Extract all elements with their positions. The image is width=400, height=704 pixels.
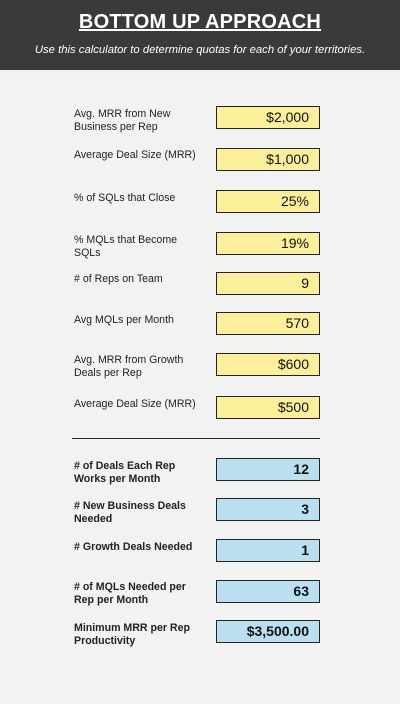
output-growth-deals: 1 xyxy=(216,539,320,562)
input-mrr-new-business[interactable]: $2,000 xyxy=(216,106,320,129)
input-reps-on-team[interactable]: 9 xyxy=(216,272,320,295)
header-banner: BOTTOM UP APPROACH Use this calculator t… xyxy=(0,0,400,70)
input-label-mrr-growth-deals: Avg. MRR from Growth Deals per Rep xyxy=(74,354,184,379)
output-label-deals-per-rep: # of Deals Each Rep Works per Month xyxy=(74,460,176,485)
output-deals-per-rep: 12 xyxy=(216,458,320,481)
output-label-mqls-needed: # of MQLs Needed per Rep per Month xyxy=(74,581,186,606)
input-label-mrr-new-business: Avg. MRR from New Business per Rep xyxy=(74,108,171,133)
input-mrr-growth-deals[interactable]: $600 xyxy=(216,353,320,376)
input-label-avg-mqls-month: Avg MQLs per Month xyxy=(74,314,174,326)
input-label-avg-deal-size-growth: Average Deal Size (MRR) xyxy=(74,398,196,410)
input-label-mql-to-sql-rate: % MQLs that Become SQLs xyxy=(74,234,178,259)
output-new-business-deals: 3 xyxy=(216,498,320,521)
output-label-min-mrr: Minimum MRR per Rep Productivity xyxy=(74,622,190,647)
output-min-mrr: $3,500.00 xyxy=(216,620,320,643)
input-mql-to-sql-rate[interactable]: 19% xyxy=(216,232,320,255)
input-label-avg-deal-size: Average Deal Size (MRR) xyxy=(74,149,196,161)
input-avg-deal-size-growth[interactable]: $500 xyxy=(216,396,320,419)
input-label-reps-on-team: # of Reps on Team xyxy=(74,273,163,285)
output-label-new-business-deals: # New Business Deals Needed xyxy=(74,500,186,525)
input-label-sql-close-rate: % of SQLs that Close xyxy=(74,192,176,204)
section-divider xyxy=(72,438,320,439)
output-label-growth-deals: # Growth Deals Needed xyxy=(74,541,193,553)
input-avg-mqls-month[interactable]: 570 xyxy=(216,312,320,335)
page-title: BOTTOM UP APPROACH xyxy=(78,11,322,33)
input-avg-deal-size[interactable]: $1,000 xyxy=(216,148,320,171)
output-mqls-needed: 63 xyxy=(216,580,320,603)
page-subtitle: Use this calculator to determine quotas … xyxy=(34,44,366,56)
input-sql-close-rate[interactable]: 25% xyxy=(216,190,320,213)
